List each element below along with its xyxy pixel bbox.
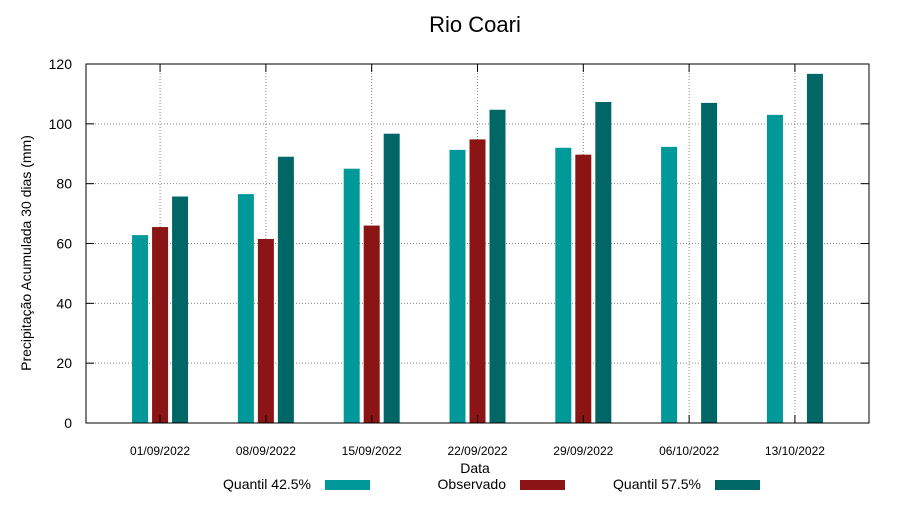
legend-label: Observado [438, 476, 507, 492]
legend-label: Quantil 57.5% [613, 476, 701, 492]
x-axis-label: Data [460, 460, 490, 476]
y-tick-label: 120 [49, 56, 73, 72]
y-tick-label: 20 [56, 355, 72, 371]
bar [806, 73, 823, 423]
legend-swatch [325, 480, 370, 490]
bar [152, 227, 169, 423]
y-tick-label: 0 [64, 415, 72, 431]
x-tick-label: 08/09/2022 [236, 444, 296, 458]
bar [132, 235, 149, 423]
bar [383, 133, 400, 424]
legend: Quantil 42.5% Observado Quantil 57.5% [223, 476, 760, 492]
bar [237, 194, 254, 423]
bar [172, 196, 189, 423]
ticks-layer: 0 20 40 60 80 100 120 01/09/2022 08/09/2022 15/09… [49, 56, 869, 458]
bars-layer [132, 73, 823, 424]
x-tick-label: 01/09/2022 [130, 444, 190, 458]
bar [489, 109, 506, 424]
legend-swatch [520, 480, 565, 490]
bar [661, 146, 678, 423]
x-tick-label: 22/09/2022 [447, 444, 507, 458]
bar [575, 154, 592, 423]
bar [257, 239, 274, 423]
y-tick-label: 100 [49, 116, 73, 132]
chart-title: Rio Coari [429, 12, 521, 37]
x-tick-label: 06/10/2022 [659, 444, 719, 458]
y-axis-label: Precipitação Acumulada 30 dias (mm) [18, 135, 34, 371]
y-tick-label: 80 [56, 176, 72, 192]
legend-label: Quantil 42.5% [223, 476, 311, 492]
bar [343, 168, 360, 423]
y-tick-label: 60 [56, 236, 72, 252]
bar [363, 225, 380, 423]
bar [701, 102, 718, 424]
bar [595, 101, 612, 423]
bar [469, 139, 486, 423]
x-tick-label: 15/09/2022 [342, 444, 402, 458]
x-tick-label: 29/09/2022 [553, 444, 613, 458]
bar [766, 114, 783, 423]
bar [449, 149, 466, 423]
y-tick-label: 40 [56, 295, 72, 311]
x-tick-label: 13/10/2022 [765, 444, 825, 458]
legend-swatch [715, 480, 760, 490]
bar [277, 156, 294, 423]
bar [555, 147, 572, 423]
